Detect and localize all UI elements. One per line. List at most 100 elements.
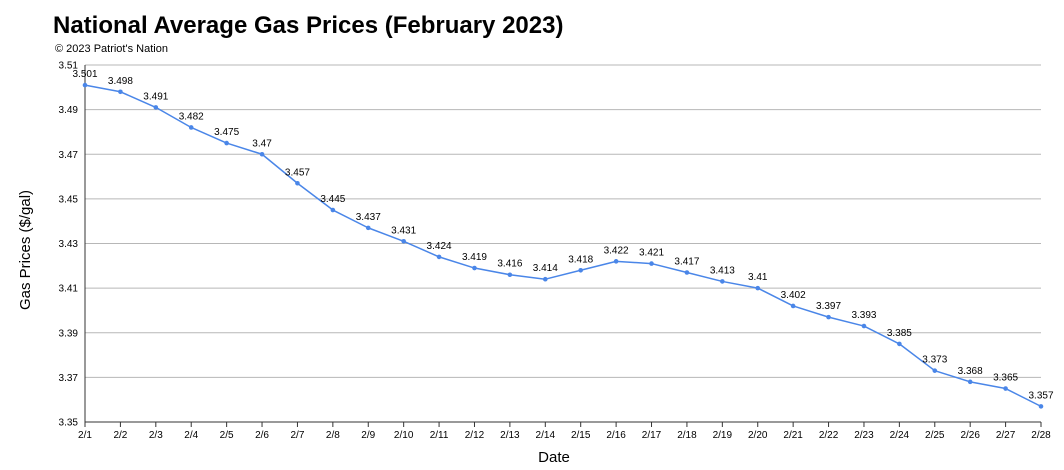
x-tick-label: 2/21 [783, 430, 803, 441]
x-tick-label: 2/23 [854, 430, 874, 441]
data-label: 3.422 [604, 245, 629, 256]
data-point [188, 125, 194, 130]
x-tick-label: 2/12 [465, 430, 485, 441]
y-tick-labels: 3.35 3.37 3.39 3.41 3.43 3.45 3.47 3.49 3.51 [59, 61, 79, 429]
x-tick-label: 2/7 [290, 430, 304, 441]
x-tick-labels: 2/1 2/2 2/3 2/4 2/5 2/6 2/7 2/8 2/9 2/10 2/11 2/12 2… [78, 430, 1051, 441]
data-label: 3.368 [958, 366, 983, 377]
x-tick-label: 2/18 [677, 430, 697, 441]
x-tick-label: 2/6 [255, 430, 269, 441]
data-point [365, 225, 371, 231]
x-tick-label: 2/20 [748, 430, 768, 441]
x-tick-label: 2/3 [149, 430, 163, 441]
data-point [613, 259, 619, 264]
data-point [82, 82, 88, 88]
data-point [153, 105, 159, 110]
x-tick-label: 2/15 [571, 430, 591, 441]
series-line [82, 82, 1044, 409]
data-label: 3.419 [462, 252, 487, 263]
x-tick-label: 2/8 [326, 430, 340, 441]
data-point [861, 323, 867, 329]
x-tick-label: 2/4 [184, 430, 198, 441]
x-tick-label: 2/11 [430, 430, 449, 441]
data-label: 3.445 [320, 194, 345, 205]
y-tick-label: 3.43 [59, 239, 79, 250]
x-tick-label: 2/16 [606, 430, 626, 441]
data-point [649, 261, 654, 266]
x-tick-label: 2/17 [642, 430, 662, 441]
data-label: 3.417 [674, 257, 699, 268]
data-label: 3.424 [427, 241, 452, 252]
x-tick-label: 2/22 [819, 430, 839, 441]
data-point [967, 379, 973, 385]
x-tick-label: 2/28 [1031, 430, 1051, 441]
data-point [684, 270, 690, 275]
data-label: 3.457 [285, 167, 310, 178]
data-point [259, 151, 265, 157]
y-tick-label: 3.37 [59, 373, 79, 384]
data-label: 3.365 [993, 373, 1018, 384]
y-tick-label: 3.45 [59, 194, 79, 205]
data-point [755, 285, 761, 291]
x-tick-label: 2/9 [361, 430, 375, 441]
data-label: 3.421 [639, 248, 664, 259]
x-tick-label: 2/14 [536, 430, 556, 441]
data-label: 3.397 [816, 301, 841, 312]
chart-subtitle: © 2023 Patriot's Nation [55, 43, 168, 55]
data-label: 3.501 [72, 69, 97, 80]
data-label: 3.41 [748, 272, 768, 283]
data-point [401, 238, 406, 244]
data-label: 3.373 [922, 355, 947, 366]
x-tick-label: 2/10 [394, 430, 414, 441]
data-point [330, 207, 336, 213]
data-point [472, 265, 477, 271]
data-label: 3.385 [887, 328, 912, 339]
x-tick-label: 2/13 [500, 430, 520, 441]
data-point [436, 254, 442, 260]
x-tick-label: 2/27 [996, 430, 1016, 441]
chart-title: National Average Gas Prices (February 20… [53, 12, 564, 39]
data-label: 3.431 [391, 225, 416, 236]
data-point [826, 314, 831, 320]
data-label: 3.393 [851, 310, 876, 321]
x-axis-label: Date [538, 449, 570, 466]
data-point [1003, 386, 1008, 391]
x-tick-label: 2/19 [713, 430, 733, 441]
data-point [542, 276, 548, 282]
data-point [118, 89, 123, 95]
data-point [295, 180, 300, 186]
data-point [224, 140, 229, 146]
data-point [897, 341, 902, 347]
data-point [507, 272, 513, 278]
data-point [720, 279, 725, 284]
x-tick-label: 2/25 [925, 430, 945, 441]
x-tick-label: 2/24 [890, 430, 910, 441]
y-tick-label: 3.51 [59, 61, 79, 72]
data-label: 3.414 [533, 263, 558, 274]
data-label: 3.47 [252, 138, 272, 149]
axes [84, 65, 1042, 427]
data-point [578, 267, 584, 273]
data-label: 3.491 [143, 91, 168, 102]
y-tick-label: 3.47 [59, 150, 79, 161]
y-tick-label: 3.35 [59, 418, 79, 429]
data-label: 3.498 [108, 76, 133, 87]
y-tick-label: 3.39 [59, 328, 79, 339]
data-label: 3.413 [710, 265, 735, 276]
data-label: 3.418 [568, 254, 593, 265]
data-label: 3.437 [356, 212, 381, 223]
gridlines [85, 64, 1041, 423]
x-tick-label: 2/1 [78, 430, 92, 441]
data-point [790, 303, 796, 309]
data-label: 3.416 [497, 259, 522, 270]
data-labels: 3.501 3.498 3.491 3.482 3.475 3.47 3.457 3.445 3… [72, 69, 1053, 401]
data-label: 3.482 [179, 111, 204, 122]
x-tick-label: 2/5 [220, 430, 234, 441]
data-label: 3.402 [781, 290, 806, 301]
series-line-path [84, 84, 1042, 408]
x-tick-label: 2/2 [113, 430, 127, 441]
data-label: 3.357 [1028, 390, 1053, 401]
data-point [932, 368, 938, 373]
data-label: 3.475 [214, 127, 239, 138]
